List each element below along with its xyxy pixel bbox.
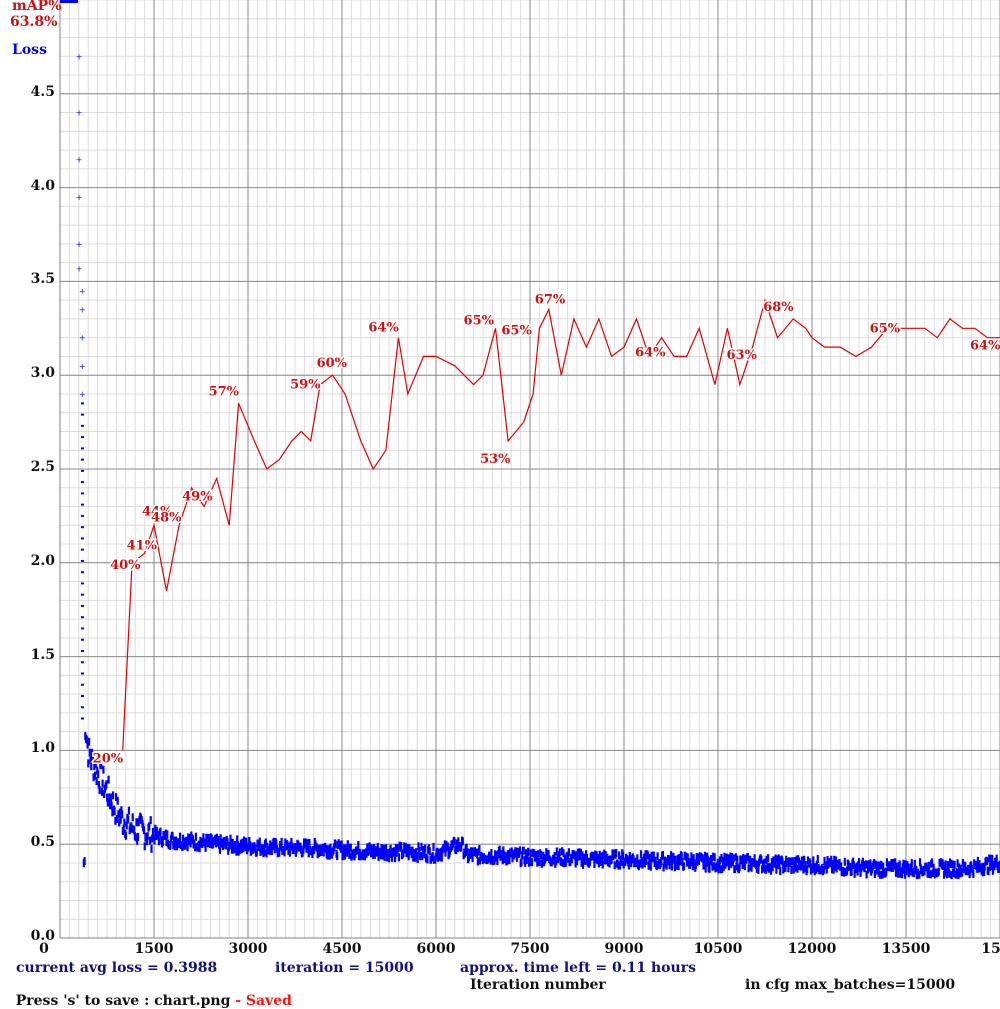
svg-text:+: +: [79, 362, 86, 371]
map-value-label: 59%: [290, 378, 321, 393]
map-value-label: 67%: [535, 293, 566, 308]
map-value-label: 20%: [93, 751, 124, 766]
map-value-label: 65%: [464, 313, 495, 328]
svg-text:+: +: [79, 287, 86, 296]
avg-loss-text: current avg loss = 0.3988: [16, 960, 218, 976]
x-tick-label: 6000: [416, 941, 456, 957]
x-tick-label: 15: [981, 941, 1000, 957]
map-value-label: 60%: [317, 356, 348, 371]
y-tick-label: 0.5: [30, 834, 55, 851]
time-left-text: approx. time left = 0.11 hours: [460, 960, 696, 976]
map-legend-value: 63.8%: [10, 14, 58, 30]
y-tick-label: 4.0: [30, 177, 55, 194]
max-batches-text: in cfg max_batches=15000: [745, 977, 956, 993]
map-value-label: 57%: [209, 384, 240, 399]
x-axis-title: Iteration number: [470, 977, 606, 993]
save-hint-text: Press 's' to save : chart.png - Saved: [6, 977, 292, 1009]
saved-indicator: - Saved: [230, 993, 292, 1009]
y-tick-label: 4.5: [30, 83, 55, 100]
x-tick-label: 3000: [228, 941, 268, 957]
x-tick-label: 7500: [510, 941, 550, 957]
map-value-label: 68%: [763, 300, 794, 315]
save-hint: Press 's' to save : chart.png: [15, 993, 231, 1009]
map-value-label: 40%: [110, 558, 141, 573]
map-line: [122, 298, 1000, 751]
y-tick-label: 0.0: [30, 928, 55, 944]
svg-text:+: +: [79, 306, 86, 315]
y-tick-label: 1.5: [30, 646, 55, 663]
map-value-label: 65%: [870, 321, 901, 336]
svg-text:+: +: [76, 240, 83, 249]
y-tick-label: 1.0: [30, 740, 55, 757]
loss-legend-label: Loss: [12, 42, 47, 58]
x-tick-label: 12000: [787, 941, 837, 957]
map-value-label: 63%: [726, 348, 757, 363]
y-tick-label: 2.5: [30, 459, 55, 475]
y-tick-label: 3.5: [30, 271, 55, 288]
map-value-label: 49%: [182, 490, 213, 505]
map-value-label: 64%: [970, 339, 1000, 354]
x-tick-label: 1500: [134, 941, 174, 957]
major-grid: [60, 0, 1000, 938]
map-value-label: 65%: [501, 323, 532, 338]
svg-text:+: +: [76, 52, 83, 61]
map-labels: 20%40%41%44%48%49%57% 59%60%64% 65%53%65%6…: [91, 291, 1000, 768]
map-value-label: 44%: [142, 504, 173, 519]
x-tick-label: 9000: [604, 941, 644, 957]
y-tick-label: 2.0: [30, 552, 55, 569]
x-tick-label: 10500: [693, 941, 743, 957]
svg-text:+: +: [76, 193, 83, 202]
svg-text:+: +: [76, 109, 83, 118]
map-value-label: 41%: [127, 538, 158, 553]
svg-text:+: +: [79, 334, 86, 343]
map-value-label: 64%: [635, 345, 666, 360]
x-tick-label: 13500: [881, 941, 931, 957]
map-value-label: 53%: [480, 452, 511, 467]
loss-series: + + + + + + + + + + +: [76, 52, 1000, 880]
y-tick-label: 3.0: [30, 365, 55, 382]
x-tick-label: 0: [39, 941, 49, 957]
svg-text:+: +: [76, 155, 83, 164]
iteration-text: iteration = 15000: [275, 960, 414, 976]
map-value-label: 64%: [368, 321, 399, 336]
map-legend-label: mAP%: [12, 0, 62, 14]
map-value-label: 48%: [151, 510, 182, 525]
x-tick-label: 4500: [322, 941, 362, 957]
svg-text:+: +: [76, 264, 83, 273]
loss-legend-bar: [60, 0, 78, 3]
svg-text:+: +: [79, 390, 86, 399]
